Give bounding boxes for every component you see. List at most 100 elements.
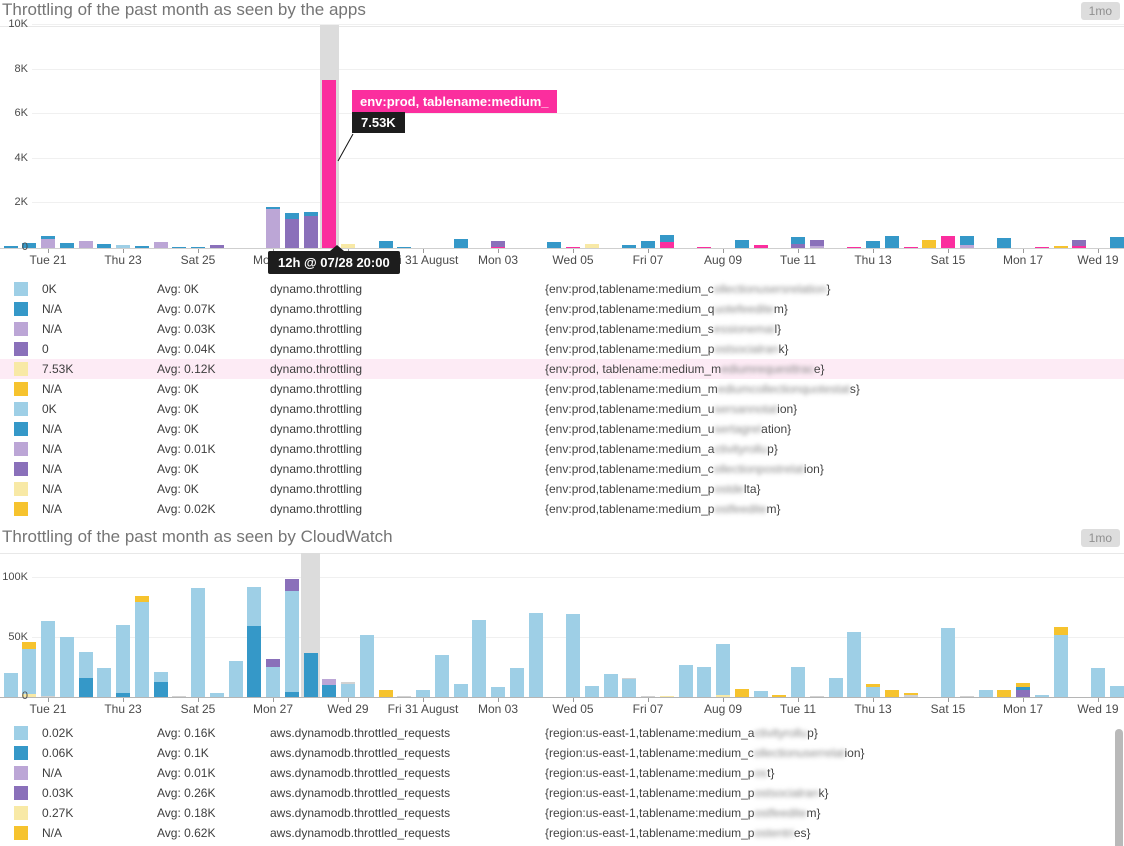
legend-row[interactable]: N/A Avg: 0.07K dynamo.throttling {env:prod,… (0, 299, 1124, 319)
bar[interactable] (866, 241, 880, 248)
bar[interactable] (716, 644, 730, 697)
bar[interactable] (322, 679, 337, 697)
bar[interactable] (1109, 237, 1124, 248)
bar[interactable] (22, 243, 37, 248)
bar[interactable] (922, 240, 937, 248)
bar[interactable] (472, 620, 487, 697)
bar[interactable] (941, 628, 955, 697)
bar[interactable] (622, 245, 637, 248)
legend-row[interactable]: 0.03K Avg: 0.26K aws.dynamodb.throttled_re… (0, 783, 1124, 803)
bar[interactable] (903, 693, 918, 697)
bar[interactable] (566, 247, 580, 248)
bar[interactable] (153, 242, 168, 248)
bar[interactable] (284, 579, 299, 697)
bar[interactable] (266, 659, 280, 697)
bar[interactable] (247, 587, 262, 697)
bar[interactable] (528, 613, 543, 697)
bar[interactable] (266, 207, 280, 248)
bar[interactable] (491, 241, 505, 248)
bar[interactable] (697, 247, 712, 248)
legend-row[interactable]: N/A Avg: 0K dynamo.throttling {env:prod,tab… (0, 459, 1124, 479)
bar[interactable] (997, 690, 1012, 697)
bar[interactable] (978, 690, 993, 697)
bar[interactable] (322, 80, 337, 248)
bar[interactable] (116, 625, 130, 697)
bar[interactable] (997, 238, 1012, 248)
bar[interactable] (1053, 246, 1068, 248)
bar[interactable] (959, 696, 974, 697)
bar[interactable] (584, 686, 599, 697)
bar[interactable] (172, 696, 187, 697)
bar[interactable] (866, 684, 880, 697)
legend-row[interactable]: 0.02K Avg: 0.16K aws.dynamodb.throttled_re… (0, 723, 1124, 743)
bar[interactable] (434, 655, 449, 697)
bar[interactable] (547, 242, 562, 248)
bar[interactable] (1072, 240, 1087, 248)
bar[interactable] (584, 244, 599, 248)
bar[interactable] (59, 243, 74, 248)
bar[interactable] (941, 236, 955, 248)
bar[interactable] (41, 236, 55, 248)
legend-row[interactable]: 0.06K Avg: 0.1K aws.dynamodb.throttled_req… (0, 743, 1124, 763)
bar[interactable] (509, 668, 524, 697)
bar[interactable] (1053, 627, 1068, 697)
legend-row[interactable]: N/A Avg: 0K dynamo.throttling {env:prod,tab… (0, 379, 1124, 399)
bar[interactable] (809, 240, 824, 248)
bar[interactable] (416, 690, 430, 697)
bar[interactable] (134, 246, 149, 248)
bar[interactable] (847, 247, 862, 248)
bar[interactable] (453, 684, 468, 697)
bar[interactable] (378, 690, 393, 697)
chart2-plot[interactable]: 100K 50K 0 (0, 553, 1124, 702)
bar[interactable] (97, 668, 112, 697)
bar[interactable] (3, 246, 18, 248)
bar[interactable] (959, 236, 974, 248)
bar[interactable] (97, 244, 112, 248)
bar[interactable] (734, 240, 749, 248)
bar[interactable] (734, 689, 749, 697)
bar[interactable] (116, 245, 130, 248)
bar[interactable] (172, 247, 187, 248)
bar[interactable] (678, 665, 693, 697)
bar[interactable] (1034, 247, 1049, 248)
bar[interactable] (191, 247, 205, 248)
legend-scrollbar[interactable] (1115, 729, 1123, 846)
bar[interactable] (884, 690, 899, 697)
bar[interactable] (397, 696, 412, 697)
bar[interactable] (1091, 668, 1105, 697)
legend-row[interactable]: N/A Avg: 0K dynamo.throttling {env:prod,tab… (0, 419, 1124, 439)
bar[interactable] (641, 696, 655, 697)
bar[interactable] (809, 696, 824, 697)
bar[interactable] (3, 673, 18, 697)
bar[interactable] (303, 653, 318, 697)
bar[interactable] (228, 661, 243, 697)
bar[interactable] (22, 642, 37, 697)
bar[interactable] (791, 667, 805, 697)
bar[interactable] (41, 621, 55, 697)
bar[interactable] (397, 247, 412, 248)
bar[interactable] (303, 212, 318, 248)
bar[interactable] (134, 596, 149, 697)
bar[interactable] (753, 691, 768, 697)
bar[interactable] (828, 678, 843, 697)
legend-row[interactable]: N/A Avg: 0.01K aws.dynamodb.throttled_requ… (0, 763, 1124, 783)
bar[interactable] (153, 672, 168, 697)
bar[interactable] (453, 239, 468, 248)
bar[interactable] (78, 241, 93, 248)
bar[interactable] (903, 247, 918, 248)
legend-row[interactable]: N/A Avg: 0K dynamo.throttling {env:prod,tab… (0, 479, 1124, 499)
bar[interactable] (847, 632, 862, 697)
bar[interactable] (659, 696, 674, 697)
bar[interactable] (884, 236, 899, 248)
bar[interactable] (1034, 695, 1049, 697)
bar[interactable] (772, 695, 787, 697)
legend-row[interactable]: N/A Avg: 0.01K dynamo.throttling {env:prod,… (0, 439, 1124, 459)
bar[interactable] (491, 687, 505, 697)
bar[interactable] (191, 588, 205, 697)
legend-row[interactable]: N/A Avg: 0.62K aws.dynamodb.throttled_requ… (0, 823, 1124, 843)
bar[interactable] (284, 213, 299, 248)
bar[interactable] (78, 652, 93, 697)
bar[interactable] (1016, 683, 1030, 697)
bar[interactable] (791, 237, 805, 248)
legend-row[interactable]: 0.27K Avg: 0.18K aws.dynamodb.throttled_re… (0, 803, 1124, 823)
